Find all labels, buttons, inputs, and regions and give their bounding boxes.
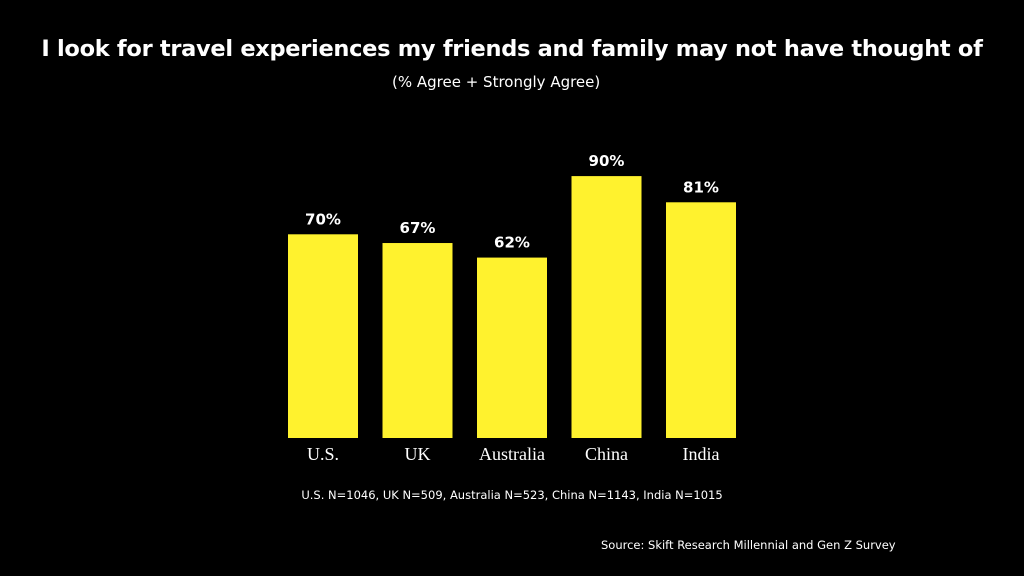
chart-subtitle: (% Agree + Strongly Agree) [392,73,601,91]
data-label-uk: 67% [400,219,436,237]
bar-uk [382,243,453,438]
bar-china [571,176,642,438]
source-note: Source: Skift Research Millennial and Ge… [601,538,896,552]
category-label-uk: UK [405,444,431,464]
category-label-australia: Australia [479,444,545,464]
data-label-india: 81% [683,178,719,196]
sample-size-note: U.S. N=1046, UK N=509, Australia N=523, … [301,488,723,502]
data-label-u-s: 70% [305,210,341,228]
category-label-india: India [683,444,720,464]
data-label-australia: 62% [494,234,530,252]
category-label-u-s: U.S. [307,444,339,464]
bar-u-s [288,234,358,438]
category-label-china: China [585,444,628,464]
chart-title: I look for travel experiences my friends… [41,36,983,62]
bar-india [666,202,736,438]
bar-australia [477,257,547,438]
data-label-china: 90% [589,152,625,170]
